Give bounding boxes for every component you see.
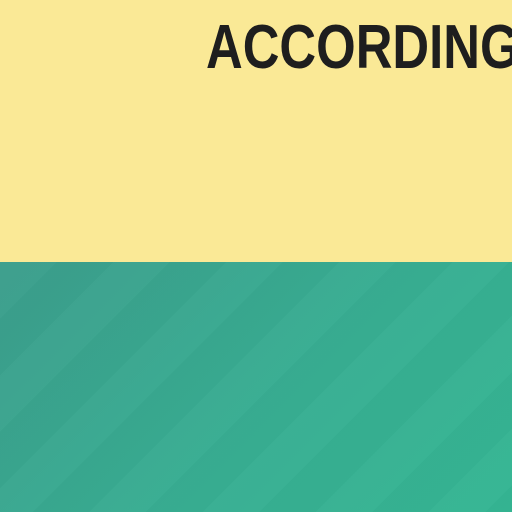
teal-content-band	[0, 262, 512, 512]
yellow-header-band: ACCORDING	[0, 0, 512, 262]
page-heading: ACCORDING	[206, 13, 512, 82]
